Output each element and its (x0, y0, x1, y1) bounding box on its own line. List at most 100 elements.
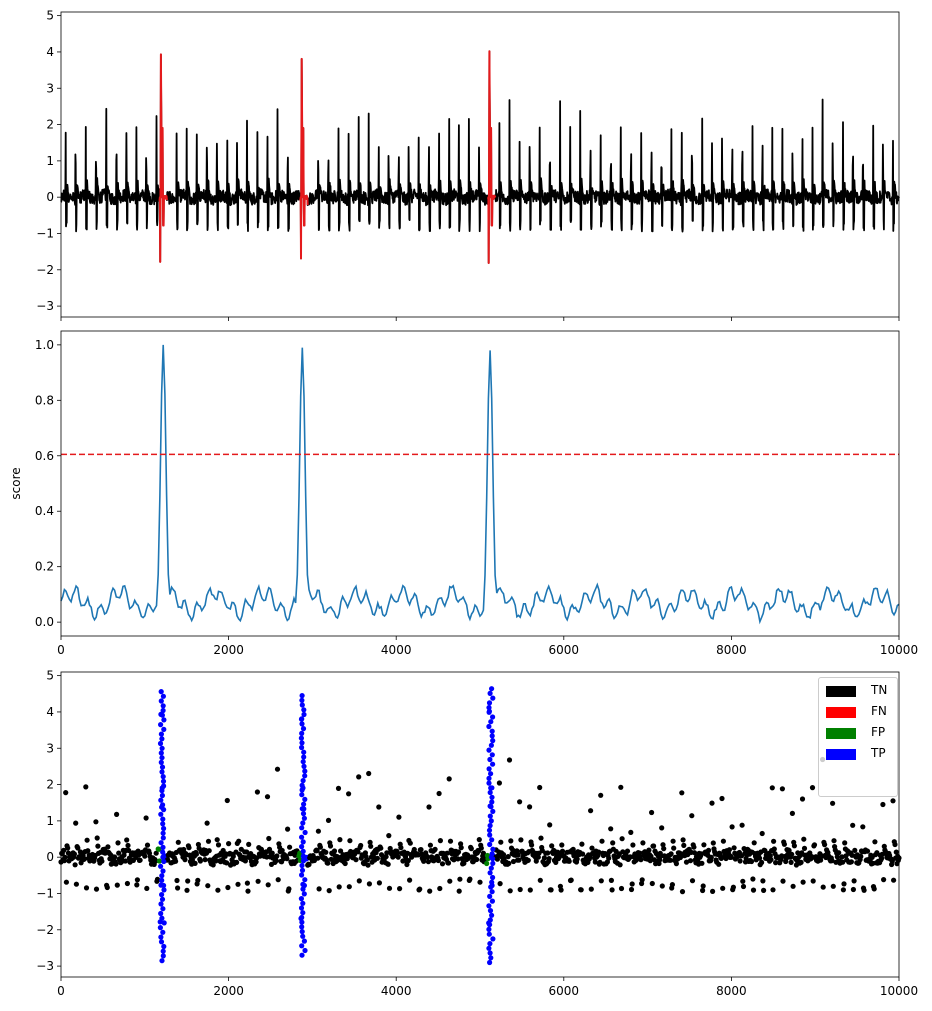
legend-swatch-tn (826, 686, 856, 697)
scatter-point (790, 883, 796, 889)
scatter-point (184, 887, 190, 893)
y-tick-label: 1 (46, 814, 54, 828)
scatter-point (225, 884, 231, 891)
scatter-point (353, 857, 359, 863)
y-tick-label: 0.4 (35, 504, 54, 518)
scatter-point (719, 795, 725, 802)
scatter-point (156, 846, 162, 852)
scatter-point (850, 886, 857, 893)
scatter-point (858, 853, 864, 860)
scatter-point (489, 785, 495, 791)
scatter-point (618, 784, 624, 790)
scatter-point (158, 759, 164, 766)
scatter-point (468, 846, 474, 852)
scatter-point (477, 879, 483, 885)
y-tick-label: 0.6 (35, 449, 54, 463)
scatter-point (706, 847, 712, 854)
scatter-point (159, 712, 165, 718)
scatter-point (811, 842, 818, 848)
scatter-point (344, 856, 350, 862)
scatter-point (300, 881, 306, 888)
scatter-point (160, 849, 166, 855)
scatter-point (588, 808, 594, 814)
scatter-point (299, 702, 305, 708)
scatter-point (274, 766, 281, 772)
scatter-point (159, 736, 165, 742)
scatter-point (750, 887, 757, 893)
scatter-point (300, 778, 306, 784)
scatter-point (316, 886, 322, 892)
scatter-point (751, 840, 757, 846)
scatter-point (587, 854, 593, 860)
scatter-point (791, 843, 798, 849)
y-tick-label: 2 (46, 118, 54, 132)
scatter-point (144, 842, 151, 848)
scatter-point (831, 838, 837, 844)
scatter-point (300, 853, 306, 859)
scatter-point (153, 850, 159, 856)
scatter-point (435, 857, 441, 864)
scatter-point (789, 851, 795, 857)
scatter-point (773, 860, 779, 866)
scatter-point (880, 801, 886, 808)
scatter-point (374, 855, 380, 861)
scatter-point (394, 850, 401, 856)
y-tick-label: 3 (46, 81, 54, 95)
scatter-point (691, 850, 698, 856)
scatter-point (486, 705, 492, 711)
scatter-point (264, 794, 271, 800)
scatter-point (93, 886, 100, 892)
x-tick-label: 2000 (213, 643, 244, 657)
scatter-point (673, 861, 680, 867)
scatter-point (358, 842, 364, 849)
scatter-point (160, 953, 166, 959)
scatter-point (486, 723, 492, 730)
scatter-point (515, 852, 521, 858)
scatter-point (299, 914, 305, 921)
scatter-point (173, 858, 179, 864)
scatter-point (437, 885, 443, 892)
scatter-point (159, 958, 165, 964)
scatter-point (529, 842, 535, 848)
scatter-point (649, 880, 655, 887)
scatter-point (104, 884, 110, 891)
scatter-point (628, 886, 635, 893)
scatter-point (159, 877, 165, 884)
scatter-point (771, 846, 777, 852)
scatter-point (161, 858, 167, 865)
scatter-point (244, 880, 250, 886)
scatter-point (508, 838, 514, 844)
scatter-point (580, 851, 586, 857)
scatter-point (160, 906, 166, 912)
scatter-point (679, 889, 686, 895)
scatter-point (397, 886, 403, 892)
scatter-point (205, 838, 212, 844)
scatter-point (356, 774, 362, 780)
scatter-point (541, 855, 548, 861)
scatter-point (726, 847, 733, 853)
scatter-point (160, 854, 166, 860)
scatter-point (160, 816, 166, 822)
scatter-point (325, 817, 332, 824)
scatter-point (246, 841, 252, 848)
scatter-point (840, 859, 846, 865)
scatter-point (490, 761, 496, 767)
scatter-point (848, 859, 855, 865)
scatter-point (728, 854, 735, 860)
scatter-point (302, 947, 308, 954)
scatter-point (598, 878, 604, 884)
y-tick-label: 3 (46, 741, 54, 755)
scatter-point (592, 859, 598, 865)
y-tick-label: −1 (36, 886, 54, 900)
scatter-point (407, 840, 413, 846)
scatter-point (548, 887, 554, 893)
scatter-point (94, 835, 100, 841)
scatter-point (781, 841, 788, 847)
scatter-point (789, 810, 796, 817)
x-tick-label: 8000 (716, 984, 747, 998)
scatter-point (667, 857, 674, 863)
scatter-point (496, 780, 502, 786)
scatter-point (368, 843, 374, 849)
scatter-point (115, 840, 121, 846)
scatter-point (710, 840, 716, 846)
